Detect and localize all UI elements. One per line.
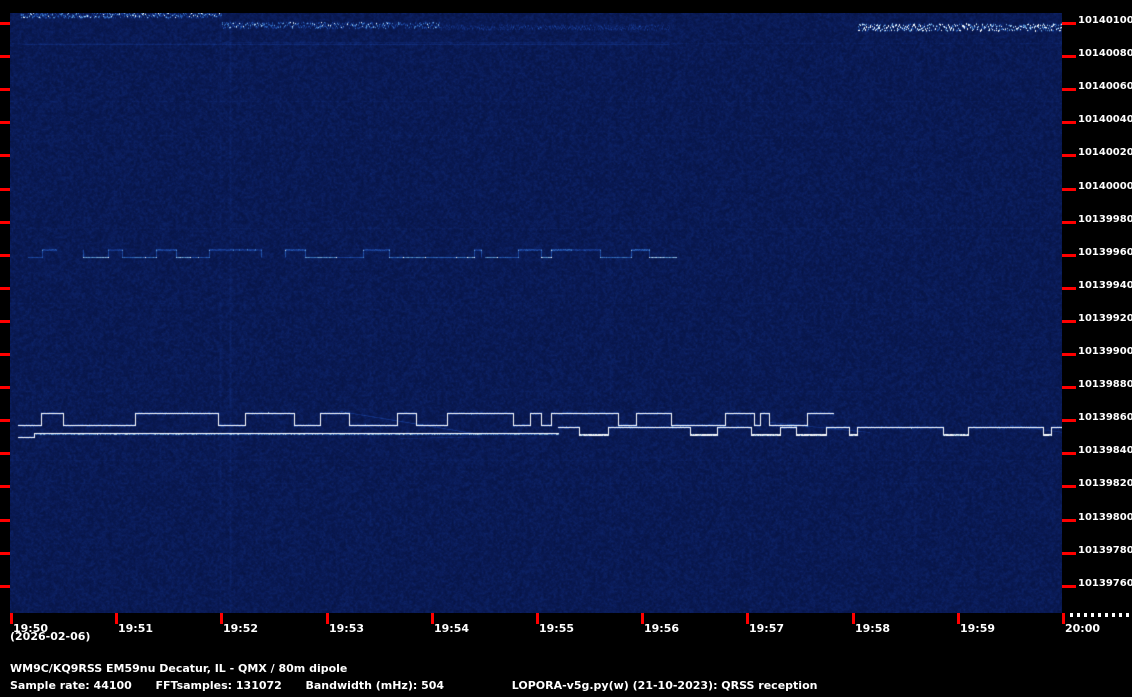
- freq-tick-left: [0, 254, 10, 257]
- freq-tick: [1062, 452, 1076, 455]
- freq-tick-left: [0, 353, 10, 356]
- time-tick: [10, 613, 13, 624]
- time-tick: [220, 613, 223, 624]
- time-tick-label: 19:51: [118, 622, 154, 635]
- freq-tick: [1062, 552, 1076, 555]
- freq-tick-left: [0, 419, 10, 422]
- time-tick-label: 20:00: [1065, 622, 1101, 635]
- freq-tick-label: 10139880: [1078, 379, 1132, 390]
- freq-tick-left: [0, 88, 10, 91]
- freq-tick: [1062, 353, 1076, 356]
- freq-tick-left: [0, 287, 10, 290]
- freq-tick: [1062, 254, 1076, 257]
- freq-tick: [1062, 419, 1076, 422]
- time-tick: [746, 613, 749, 624]
- time-axis: 19:50 19:51 19:52 19:53 19:54 19:55 19:56 19:57…: [0, 613, 1132, 643]
- left-tick-column: [0, 0, 10, 620]
- freq-tick-label: 10140000: [1078, 181, 1132, 192]
- freq-tick: [1062, 188, 1076, 191]
- freq-tick: [1062, 585, 1076, 588]
- time-tick-label: 19:56: [644, 622, 680, 635]
- time-tick-label: 19:57: [749, 622, 785, 635]
- freq-tick: [1062, 287, 1076, 290]
- capture-date-label: (2026-02-06): [10, 630, 91, 643]
- fft-samples-label: FFTsamples: 131072: [155, 679, 282, 692]
- station-info-label: WM9C/KQ9RSS EM59nu Decatur, IL - QMX / 8…: [10, 662, 348, 675]
- freq-tick-label: 10139980: [1078, 214, 1132, 225]
- freq-tick-left: [0, 188, 10, 191]
- freq-tick-label: 10139800: [1078, 512, 1132, 523]
- spectrogram-image[interactable]: [10, 13, 1062, 613]
- time-tick-label: 19:52: [223, 622, 259, 635]
- freq-tick-left: [0, 386, 10, 389]
- spectrogram-panel[interactable]: [10, 13, 1062, 613]
- freq-tick-left: [0, 55, 10, 58]
- freq-tick-left: [0, 452, 10, 455]
- freq-tick: [1062, 221, 1076, 224]
- freq-tick-left: [0, 121, 10, 124]
- time-tick-label: 19:59: [960, 622, 996, 635]
- software-version-label: LOPORA-v5g.py(w) (21-10-2023): QRSS rece…: [511, 679, 818, 692]
- freq-tick: [1062, 386, 1076, 389]
- freq-tick-label: 10139960: [1078, 247, 1132, 258]
- freq-tick-label: 10139940: [1078, 280, 1132, 291]
- freq-tick: [1062, 121, 1076, 124]
- freq-tick-left: [0, 485, 10, 488]
- freq-tick: [1062, 55, 1076, 58]
- freq-tick-label: 10140060: [1078, 81, 1132, 92]
- freq-tick-left: [0, 221, 10, 224]
- time-tick: [1062, 613, 1065, 624]
- freq-tick-label: 10140020: [1078, 147, 1132, 158]
- freq-tick-left: [0, 585, 10, 588]
- time-tick-label: 19:54: [434, 622, 470, 635]
- capture-settings-bar: Sample rate: 44100 FFTsamples: 131072 Ba…: [10, 679, 1120, 695]
- freq-tick: [1062, 88, 1076, 91]
- time-tick: [431, 613, 434, 624]
- freq-tick-left: [0, 154, 10, 157]
- freq-tick-label: 10139900: [1078, 346, 1132, 357]
- sample-rate-label: Sample rate: 44100: [10, 679, 132, 692]
- time-tick-label: 19:53: [329, 622, 365, 635]
- freq-tick-label: 10139780: [1078, 545, 1132, 556]
- freq-tick: [1062, 519, 1076, 522]
- freq-tick: [1062, 22, 1076, 25]
- time-tick-label: 19:50: [13, 622, 49, 635]
- time-tick: [115, 613, 118, 624]
- time-tick: [641, 613, 644, 624]
- freq-tick: [1062, 485, 1076, 488]
- freq-tick-label: 10139840: [1078, 445, 1132, 456]
- freq-tick-label: 10139760: [1078, 578, 1132, 589]
- time-tick: [326, 613, 329, 624]
- freq-tick-left: [0, 320, 10, 323]
- freq-tick-label: 10140040: [1078, 114, 1132, 125]
- end-of-capture-marker: [1070, 613, 1130, 617]
- freq-tick-label: 10140080: [1078, 48, 1132, 59]
- time-tick: [536, 613, 539, 624]
- freq-tick-left: [0, 552, 10, 555]
- time-tick-label: 19:58: [855, 622, 891, 635]
- time-tick: [852, 613, 855, 624]
- freq-tick-left: [0, 22, 10, 25]
- freq-tick: [1062, 320, 1076, 323]
- time-tick-label: 19:55: [539, 622, 575, 635]
- freq-tick-label: 10139860: [1078, 412, 1132, 423]
- time-tick: [957, 613, 960, 624]
- freq-tick-label: 10139920: [1078, 313, 1132, 324]
- bandwidth-label: Bandwidth (mHz): 504: [305, 679, 445, 692]
- freq-tick-label: 10139820: [1078, 478, 1132, 489]
- freq-tick: [1062, 154, 1076, 157]
- freq-tick-label: 10140100: [1078, 15, 1132, 26]
- frequency-axis: 10140100 10140080 10140060 10140040 10140020…: [1062, 0, 1132, 620]
- freq-tick-left: [0, 519, 10, 522]
